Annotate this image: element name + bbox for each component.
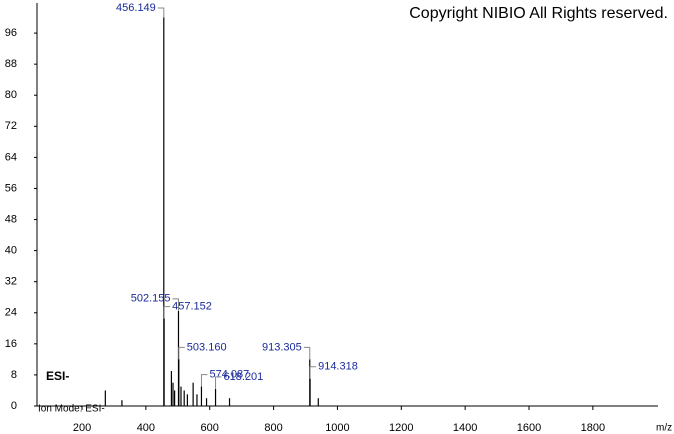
peak-label: 502.155 — [131, 293, 171, 305]
y-tick-label: 72 — [5, 120, 17, 132]
y-tick-label: 32 — [5, 276, 17, 288]
x-tick-label: 1000 — [325, 422, 349, 434]
peak-label: 457.152 — [172, 301, 212, 313]
peak-label: 913.305 — [262, 341, 302, 353]
label-bracket — [172, 298, 179, 311]
x-tick-label: 800 — [264, 422, 282, 434]
y-tick-label: 88 — [5, 58, 17, 70]
y-tick-label: 8 — [11, 369, 17, 381]
peak-label: 503.160 — [187, 341, 227, 353]
label-bracket — [309, 366, 317, 379]
peak-label: 574.087 — [209, 368, 249, 380]
x-tick-label: 1200 — [389, 422, 413, 434]
x-tick-label: 1800 — [581, 422, 605, 434]
label-bracket — [178, 346, 185, 360]
x-tick-label: 1400 — [453, 422, 477, 434]
peak-label: 456.149 — [116, 2, 156, 14]
ion-mode: Ion Mode: ESI- — [38, 404, 105, 415]
y-tick-label: 96 — [5, 27, 17, 39]
label-bracket — [157, 7, 165, 18]
peak-label: 914.318 — [318, 361, 358, 373]
label-bracket — [163, 306, 171, 319]
x-tick-label: 400 — [137, 422, 155, 434]
label-bracket — [303, 346, 311, 360]
copyright: Copyright NIBIO All Rights reserved. — [409, 5, 668, 22]
y-tick-label: 0 — [11, 400, 17, 412]
y-tick-label: 24 — [5, 307, 17, 319]
y-tick-label: 40 — [5, 245, 17, 257]
y-tick-label: 64 — [5, 151, 17, 163]
mode-label: ESI- — [46, 369, 69, 383]
y-tick-label: 16 — [5, 338, 17, 350]
y-tick-label: 80 — [5, 89, 17, 101]
y-tick-label: 56 — [5, 182, 17, 194]
y-tick-label: 48 — [5, 213, 17, 225]
label-bracket — [200, 374, 208, 387]
x-tick-label: 600 — [201, 422, 219, 434]
x-axis-label: m/z — [656, 423, 672, 434]
x-tick-label: 1600 — [517, 422, 541, 434]
x-tick-label: 200 — [73, 422, 91, 434]
peak-label: 618.201 — [224, 371, 264, 383]
label-bracket — [215, 376, 222, 389]
